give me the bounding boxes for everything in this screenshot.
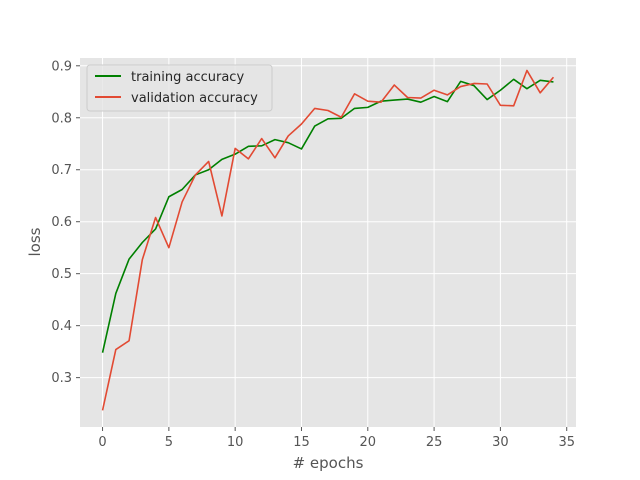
legend: training accuracy validation accuracy (86, 64, 273, 112)
x-tick-label: 30 (492, 435, 509, 450)
y-axis-label: loss (26, 227, 44, 256)
x-axis-ticks: 0 5 10 15 20 25 30 35 (98, 427, 575, 450)
x-tick-label: 0 (98, 435, 106, 450)
y-tick-label: 0.6 (51, 215, 72, 230)
y-axis-ticks: 0.3 0.4 0.5 0.6 0.7 0.8 0.9 (51, 59, 80, 386)
x-tick-label: 10 (227, 435, 244, 450)
legend-label-validation-accuracy: validation accuracy (131, 91, 258, 106)
y-tick-label: 0.8 (51, 111, 72, 126)
legend-label-training-accuracy: training accuracy (131, 70, 244, 85)
y-tick-label: 0.5 (51, 267, 72, 282)
x-tick-label: 25 (426, 435, 443, 450)
y-tick-label: 0.9 (51, 59, 72, 74)
series-line-validation-accuracy (101, 69, 555, 411)
x-tick-label: 15 (293, 435, 310, 450)
x-tick-label: 20 (360, 435, 377, 450)
y-tick-label: 0.3 (51, 371, 72, 386)
x-tick-label: 5 (165, 435, 173, 450)
grid (80, 58, 576, 427)
series-line-training-accuracy (101, 78, 554, 353)
legend-box (86, 64, 273, 112)
x-axis-label: # epochs (293, 454, 364, 472)
x-tick-label: 35 (558, 435, 575, 450)
y-tick-label: 0.7 (51, 163, 72, 178)
y-tick-label: 0.4 (51, 319, 72, 334)
series-layer (101, 69, 555, 411)
plot-background (80, 58, 576, 427)
